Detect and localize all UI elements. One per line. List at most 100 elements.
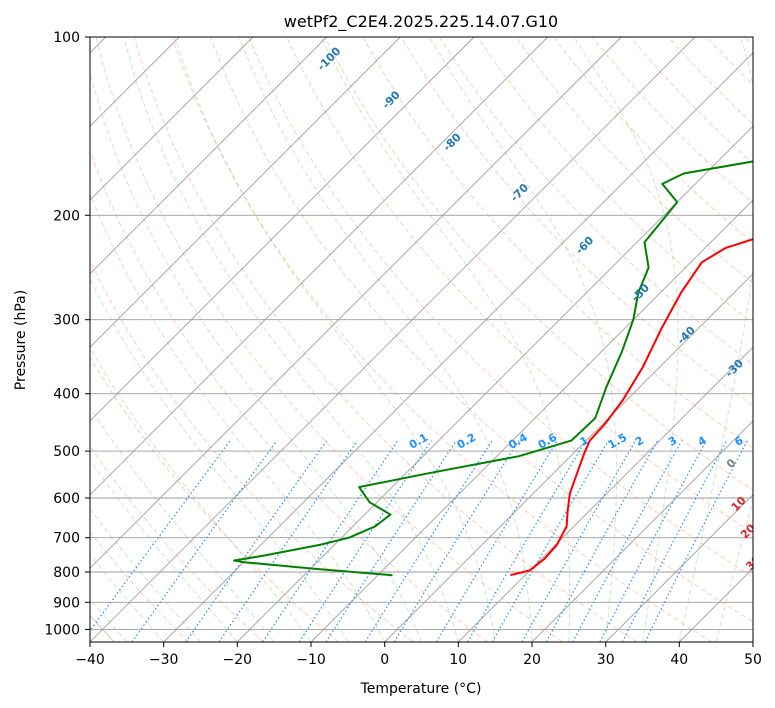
mixing-ratio-line bbox=[131, 440, 278, 642]
isotherm-line bbox=[90, 37, 549, 496]
dry-adiabat-label: -80 bbox=[441, 130, 464, 153]
mixing-ratio-line bbox=[521, 440, 637, 642]
isotherm-line bbox=[678, 567, 753, 642]
isotherm-line bbox=[457, 346, 753, 642]
isotherm-line bbox=[90, 37, 475, 422]
y-tick-label: 100 bbox=[53, 30, 80, 46]
moist-adiabat-line bbox=[90, 278, 349, 642]
dry-adiabat-line bbox=[706, 37, 753, 86]
mixing-ratio-line bbox=[298, 440, 432, 642]
dry-adiabat-line bbox=[324, 37, 753, 491]
mixing-ratio-label: 8 bbox=[751, 434, 764, 449]
mixing-ratio-label: 0.1 bbox=[407, 431, 430, 452]
moist-adiabat-label: 30 bbox=[743, 553, 763, 573]
isotherm-line bbox=[531, 420, 753, 642]
mixing-ratio-label: 1.5 bbox=[606, 431, 629, 452]
moist-adiabat-line bbox=[429, 37, 617, 642]
moist-adiabat-label: 20 bbox=[738, 521, 758, 541]
mixing-ratio-line bbox=[90, 440, 231, 632]
x-tick-label: 30 bbox=[597, 652, 615, 668]
moist-adiabat-label: 0 bbox=[724, 456, 739, 471]
dry-adiabat-line bbox=[95, 37, 563, 642]
dry-adiabat-line bbox=[90, 259, 414, 642]
y-tick-label: 300 bbox=[53, 313, 80, 329]
moist-adiabat-line bbox=[573, 37, 679, 642]
isotherm-line bbox=[236, 125, 753, 642]
dry-adiabat-label: -100 bbox=[315, 44, 344, 73]
mixing-ratio-line bbox=[644, 440, 748, 642]
moist-adiabat-label: 40 bbox=[759, 581, 775, 601]
moist-adiabat-line bbox=[123, 37, 459, 642]
y-tick-label: 1000 bbox=[44, 622, 80, 638]
dry-adiabat-line bbox=[248, 37, 753, 578]
x-axis-label: Temperature (°C) bbox=[360, 681, 482, 697]
isotherm-line bbox=[90, 37, 622, 569]
plot-frame bbox=[89, 36, 754, 643]
mixing-ratio-line bbox=[325, 440, 457, 642]
y-tick-label: 400 bbox=[53, 387, 80, 403]
moist-adiabat-line bbox=[90, 192, 386, 642]
isotherm-line bbox=[752, 641, 753, 642]
isotherm-line bbox=[90, 37, 328, 275]
dry-adiabat-line bbox=[400, 37, 753, 407]
dry-adiabat-line bbox=[210, 37, 753, 623]
moist-adiabat-line bbox=[238, 37, 533, 642]
moist-adiabat-line bbox=[90, 553, 165, 642]
dry-adiabat-label: -30 bbox=[723, 356, 746, 379]
x-tick-label: 0 bbox=[380, 652, 389, 668]
y-tick-label: 900 bbox=[53, 595, 80, 611]
y-axis-label: Pressure (hPa) bbox=[13, 290, 29, 390]
temperature-trace bbox=[510, 238, 753, 577]
moist-adiabat-line bbox=[90, 459, 238, 642]
moist-adiabat-line bbox=[320, 37, 571, 642]
y-tick-label: 700 bbox=[53, 531, 80, 547]
moist-adiabat-line bbox=[715, 498, 753, 642]
mixing-ratio-line bbox=[599, 440, 707, 642]
isotherm-line bbox=[605, 494, 753, 642]
dry-adiabat-line bbox=[133, 37, 638, 642]
dry-adiabat-line bbox=[438, 37, 753, 366]
moist-adiabat-label: 10 bbox=[729, 494, 749, 514]
dry-adiabat-line bbox=[90, 531, 190, 642]
isotherm-line bbox=[163, 52, 753, 642]
mixing-ratio-line bbox=[393, 440, 520, 642]
x-tick-label: −40 bbox=[75, 652, 105, 668]
mixing-ratio-label: 0.2 bbox=[455, 431, 478, 452]
mixing-ratio-line bbox=[545, 440, 659, 642]
dry-adiabat-line bbox=[515, 37, 753, 284]
y-tick-label: 800 bbox=[53, 565, 80, 581]
moist-adiabat-line bbox=[678, 37, 753, 642]
dry-adiabat-line bbox=[90, 445, 264, 642]
moist-adiabat-line bbox=[90, 347, 312, 642]
mixing-ratio-line bbox=[621, 440, 728, 642]
dry-adiabat-label: -90 bbox=[380, 88, 403, 111]
dry-adiabat-label: -50 bbox=[629, 281, 652, 304]
x-tick-label: −10 bbox=[296, 652, 326, 668]
y-tick-label: 200 bbox=[53, 208, 80, 224]
mixing-ratio-label: 4 bbox=[696, 434, 709, 449]
dry-adiabat-line bbox=[171, 37, 712, 642]
moist-adiabat-line bbox=[90, 507, 201, 642]
isotherm-line bbox=[90, 37, 696, 642]
moist-adiabat-line bbox=[90, 70, 422, 642]
mixing-ratio-line bbox=[572, 440, 683, 642]
dry-adiabat-label: -60 bbox=[573, 234, 596, 257]
x-tick-label: 10 bbox=[449, 652, 467, 668]
moist-adiabat-line bbox=[752, 640, 753, 642]
dry-adiabat-line bbox=[744, 37, 753, 47]
dry-adiabat-line bbox=[90, 150, 488, 642]
mixing-ratio-label: 0.4 bbox=[506, 431, 530, 452]
dry-adiabat-line bbox=[90, 356, 339, 642]
axis-ticks: −40 −30 −20 −10 0 10 20 30 40 5010020030040050060… bbox=[44, 30, 762, 668]
isotherm-line bbox=[90, 37, 401, 348]
isotherm-line bbox=[310, 199, 753, 642]
moist-adiabat-line bbox=[90, 598, 128, 642]
y-tick-label: 500 bbox=[53, 444, 80, 460]
isotherm-line bbox=[384, 273, 753, 642]
moist-adiabat-line bbox=[174, 37, 496, 642]
mixing-ratio-line bbox=[466, 440, 587, 642]
x-tick-label: −20 bbox=[223, 652, 253, 668]
plot-area: -100-90-80-70-60-50-40-30-20-100.10.20.4… bbox=[90, 37, 775, 642]
x-tick-label: 40 bbox=[670, 652, 688, 668]
